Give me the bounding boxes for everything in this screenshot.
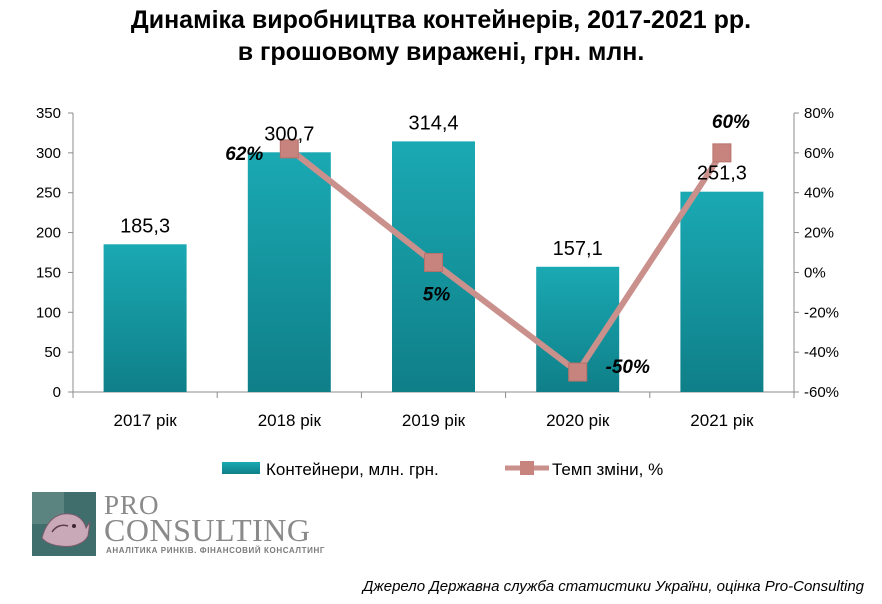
logo-consulting-text: CONSULTING <box>104 512 311 548</box>
y-left-tick-label: 200 <box>36 225 61 242</box>
chart-title-line1: Динаміка виробництва контейнерів, 2017-2… <box>130 6 752 34</box>
rhino-emblem-icon <box>32 492 96 556</box>
rate-value-label: 60% <box>712 112 750 133</box>
y-left-tick-label: 150 <box>36 264 61 281</box>
legend-line-label: Темп зміни, % <box>552 460 663 479</box>
line-series <box>279 139 732 382</box>
y-right-tick-label: 60% <box>804 145 834 162</box>
rate-value-label: 5% <box>423 284 451 305</box>
chart-axes: 0 50 100 150 200 250 300 350 -60% -40% -20% 0% 20% 40… <box>36 105 839 430</box>
chart-legend: Контейнери, млн. грн. Темп зміни, % <box>222 460 663 479</box>
source-note: Джерело Державна служба статистики Украї… <box>362 578 864 595</box>
legend-bar-label: Контейнери, млн. грн. <box>266 460 439 479</box>
x-tick-label: 2018 рік <box>258 411 322 430</box>
bar-value-label: 314,4 <box>408 112 458 134</box>
rate-marker <box>712 143 732 163</box>
bar-value-label: 185,3 <box>120 215 170 237</box>
x-tick-label: 2020 рік <box>546 411 610 430</box>
y-right-tick-label: -40% <box>804 344 839 361</box>
logo-tagline: АНАЛІТИКА РИНКІВ. ФІНАНСОВИЙ КОНСАЛТИНГ <box>106 546 325 555</box>
bar <box>247 152 331 392</box>
bar-value-label: 251,3 <box>697 163 747 185</box>
logo-pro-text: PRO <box>104 490 160 520</box>
x-tick-label: 2017 рік <box>113 411 177 430</box>
y-right-tick-label: -60% <box>804 384 839 401</box>
y-left-tick-label: 300 <box>36 145 61 162</box>
legend-line-marker <box>520 461 534 475</box>
y-left-tick-label: 350 <box>36 105 61 122</box>
chart-title: Динаміка виробництва контейнерів, 2017-2… <box>0 4 882 68</box>
y-right-tick-label: 40% <box>804 185 834 202</box>
rate-marker <box>568 362 588 382</box>
bar <box>680 191 764 392</box>
rate-value-label: -50% <box>606 357 650 378</box>
rate-line <box>287 146 725 376</box>
x-tick-label: 2021 рік <box>690 411 754 430</box>
bar <box>103 244 187 392</box>
y-left-tick-label: 250 <box>36 185 61 202</box>
legend-bar-swatch <box>222 462 260 474</box>
rate-value-label: 62% <box>225 144 263 165</box>
y-right-tick-label: 20% <box>804 225 834 242</box>
y-right-tick-label: -20% <box>804 304 839 321</box>
y-left-tick-label: 50 <box>44 344 61 361</box>
bar-value-label: 300,7 <box>264 123 314 145</box>
bar-value-label: 157,1 <box>553 238 603 260</box>
x-tick-label: 2019 рік <box>402 411 466 430</box>
y-left-tick-label: 100 <box>36 304 61 321</box>
rate-marker <box>279 139 299 159</box>
y-right-tick-label: 0% <box>804 264 826 281</box>
data-labels: 185,3 300,7 314,4 157,1 251,3 62% 5% -50% 60% <box>120 112 750 378</box>
chart-title-line2: в грошовому виражені, грн. млн. <box>237 38 645 66</box>
y-left-tick-label: 0 <box>53 384 61 401</box>
y-right-tick-label: 80% <box>804 105 834 122</box>
pro-consulting-logo: PRO CONSULTING АНАЛІТИКА РИНКІВ. ФІНАНСО… <box>32 490 332 560</box>
rate-marker <box>424 252 443 272</box>
